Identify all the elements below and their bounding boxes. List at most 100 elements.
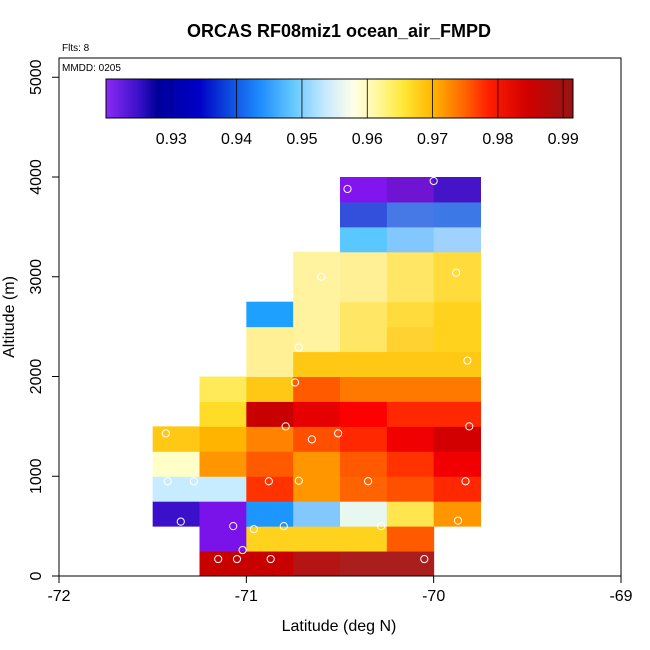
- heatmap-cell: [433, 451, 481, 477]
- data-point: [429, 176, 438, 186]
- data-point: [343, 184, 352, 194]
- heatmap-cell: [386, 301, 435, 328]
- colorbar-tick-label: 0.95: [286, 131, 317, 148]
- heatmap-cell: [246, 301, 294, 328]
- heatmap-cell: [293, 526, 341, 552]
- heatmap-cell: [340, 451, 388, 477]
- heatmap-cell: [386, 376, 435, 402]
- heatmap-cell: [340, 351, 388, 377]
- data-point: [452, 268, 461, 277]
- heatmap-cell: [293, 501, 341, 527]
- heatmap-cell: [340, 301, 388, 328]
- y-axis: 0 1000 2000 3000 4000 5000: [28, 59, 59, 580]
- heatmap-cell: [386, 226, 435, 253]
- data-point: [377, 522, 386, 531]
- colorbar-tick-label: 0.94: [221, 131, 252, 148]
- heatmap-cell: [246, 551, 294, 577]
- colorbar-gradient: [105, 78, 574, 119]
- heatmap-cell: [293, 301, 341, 328]
- x-axis-label: Latitude (deg N): [282, 618, 397, 635]
- heatmap-cell: [293, 376, 341, 402]
- heatmap-cell: [433, 226, 481, 253]
- colorbar-tick-label: 0.97: [417, 131, 448, 148]
- data-point: [279, 522, 288, 531]
- colorbar: 0.93 0.94 0.95 0.96 0.97 0.98 0.99: [105, 78, 579, 148]
- heatmap-cell: [246, 351, 294, 377]
- heatmap-cell: [199, 551, 247, 577]
- x-tick-label: -71: [235, 588, 258, 605]
- y-tick-label: 3000: [28, 259, 45, 295]
- data-point: [290, 378, 300, 387]
- heatmap-cell: [386, 201, 435, 228]
- data-point: [264, 477, 273, 486]
- heatmap-cell: [386, 401, 435, 427]
- data-point: [238, 545, 247, 555]
- heatmap-cell: [340, 276, 388, 303]
- heatmap-cell: [340, 251, 388, 278]
- data-point: [317, 272, 326, 281]
- data-point: [214, 554, 223, 564]
- heatmap-cell: [340, 376, 388, 402]
- heatmap-cell: [386, 326, 435, 353]
- colorbar-tick-label: 0.96: [352, 131, 383, 148]
- data-point: [463, 356, 472, 365]
- heatmap-cell: [386, 476, 435, 502]
- y-tick-label: 0: [28, 571, 45, 580]
- data-point: [294, 343, 303, 352]
- flights-annotation: Flts: 8: [62, 43, 90, 54]
- heatmap-cell: [293, 251, 341, 278]
- data-point: [465, 422, 474, 431]
- data-point: [294, 476, 303, 485]
- heatmap-cell: [199, 476, 247, 502]
- heatmap-cell: [433, 426, 481, 452]
- heatmap-cell: [386, 251, 435, 278]
- heatmap-cell: [152, 451, 200, 477]
- data-point: [420, 554, 429, 564]
- heatmap-cell: [340, 226, 388, 253]
- heatmap-cell: [293, 476, 341, 502]
- heatmap-cell: [199, 376, 247, 402]
- heatmap-cell: [293, 451, 341, 477]
- data-point: [176, 517, 185, 526]
- heatmap-cell: [340, 426, 388, 452]
- heatmap-cell: [246, 426, 294, 452]
- heatmap-cell: [386, 551, 435, 577]
- heatmap-cell: [433, 376, 481, 402]
- heatmap-cell: [386, 426, 435, 452]
- heatmap-cell: [246, 376, 294, 402]
- colorbar-tick-label: 0.99: [548, 131, 579, 148]
- x-tick-label: -69: [609, 588, 632, 605]
- heatmap-cell: [152, 426, 200, 452]
- heatmap-cell: [293, 426, 341, 452]
- heatmap-cell: [386, 451, 435, 477]
- heatmap-cell: [293, 351, 341, 377]
- heatmap-cell: [433, 326, 481, 353]
- data-point: [281, 422, 290, 431]
- heatmap-cell: [246, 526, 294, 552]
- heatmap-cell: [293, 276, 341, 303]
- heatmap-cell: [340, 476, 388, 502]
- data-point: [229, 522, 238, 531]
- x-tick-label: -70: [422, 588, 445, 605]
- heatmap-cell: [246, 501, 294, 527]
- heatmap-cell: [386, 501, 435, 527]
- heatmap-cell: [199, 526, 247, 552]
- y-tick-label: 2000: [28, 359, 45, 395]
- mmdd-annotation: MMDD: 0205: [62, 63, 121, 74]
- heatmap-cell: [433, 251, 481, 278]
- x-tick-label: -72: [47, 588, 70, 605]
- data-point: [189, 477, 198, 486]
- heatmap-cell: [433, 177, 481, 203]
- data-point: [364, 477, 373, 486]
- colorbar-tick-label: 0.98: [482, 131, 513, 148]
- heatmap-cell: [293, 326, 341, 353]
- heatmap-cell: [386, 276, 435, 303]
- heatmap-cell: [340, 326, 388, 353]
- data-point: [307, 435, 316, 444]
- heatmap-cell: [386, 177, 435, 203]
- data-point: [334, 429, 343, 438]
- observation-points: [161, 176, 474, 564]
- data-point: [163, 477, 172, 486]
- heatmap-cell: [340, 501, 388, 527]
